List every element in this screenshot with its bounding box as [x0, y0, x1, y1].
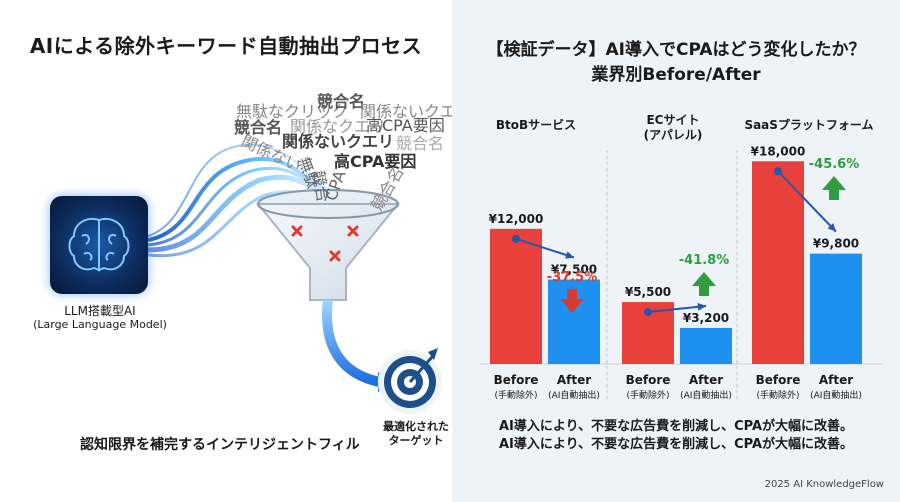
- x-sublabel-after: (AI自動抽出): [680, 389, 732, 401]
- x-label-after: After: [557, 373, 591, 387]
- x-sublabel-after: (AI自動抽出): [548, 389, 600, 401]
- summary-line1: AI導入により、不要な広告費を削減し、CPAが大幅に改善。: [498, 419, 854, 434]
- change-percent-label: -45.6%: [809, 157, 860, 172]
- ai-label: LLM搭載型AI (Large Language Model): [20, 304, 180, 332]
- cpa-chart: ¥12,000 ¥7,500-37.5% Before (手動除外) After (AI自…: [480, 144, 882, 401]
- keyword: 関係ないクエリ: [282, 132, 395, 151]
- before-bar: [752, 161, 804, 364]
- x-label-before: Before: [756, 373, 801, 387]
- change-arrow-icon: [567, 288, 577, 299]
- ai-label-line2: (Large Language Model): [33, 318, 167, 331]
- process-panel: AIによる除外キーワード自動抽出プロセス: [20, 34, 473, 453]
- target-label-line2: ターゲット: [388, 434, 444, 447]
- trend-arrow-start: [644, 308, 652, 317]
- after-value-label: ¥3,200: [683, 311, 729, 325]
- x-label-before: Before: [626, 373, 671, 387]
- trend-arrow-start: [774, 167, 782, 176]
- trend-arrowhead: [697, 302, 706, 311]
- change-arrow-icon: [822, 176, 846, 190]
- results-panel: 【検証データ】AI導入でCPAはどう変化したか？ 業界別Before/After…: [452, 0, 900, 502]
- category-label: ECサイト (アパレル): [608, 113, 738, 143]
- chart-title-line2: 業界別Before/After: [591, 65, 761, 85]
- category-label-line1: ECサイト: [646, 113, 700, 127]
- keyword: 関係なクエリ: [290, 117, 387, 136]
- change-arrow-icon: [829, 190, 839, 200]
- before-value-label: ¥5,500: [625, 285, 671, 299]
- x-sublabel-before: (手動除外): [756, 389, 799, 401]
- category-label-line2: (アパレル): [643, 128, 703, 142]
- summary-line2: AI導入により、不要な広告費を削減し、CPAが大幅に改善。: [498, 437, 854, 452]
- rejected-marks: [291, 225, 359, 262]
- keyword: 無駄なクリック: [236, 102, 349, 121]
- x-sublabel-after: (AI自動抽出): [810, 389, 862, 401]
- footer-credit: 2025 AI KnowledgeFlow: [764, 479, 884, 490]
- keyword: 競合名: [396, 134, 445, 153]
- before-bar: [490, 228, 542, 364]
- x-label-after: After: [689, 373, 723, 387]
- trend-arrow: [515, 237, 575, 259]
- keyword: 高CPA要因: [366, 116, 445, 135]
- target-label-line1: 最適化された: [383, 420, 449, 433]
- process-illustration: [147, 143, 442, 414]
- data-streams: [147, 143, 332, 258]
- x-label-after: After: [819, 373, 853, 387]
- change-arrow-icon: [560, 298, 584, 313]
- category-label: BtoBサービス: [476, 118, 596, 133]
- after-value-label: ¥7,500: [551, 263, 597, 277]
- category-label: SaaSプラットフォーム: [734, 118, 884, 133]
- after-bar: [810, 253, 862, 364]
- trend-arrow: [647, 304, 707, 314]
- change-arrow-icon: [699, 286, 709, 296]
- trend-arrowhead: [827, 223, 836, 232]
- process-caption: 認知限界を補完するインテリジェントフィル: [80, 437, 360, 453]
- chart-title-line1: 【検証データ】AI導入でCPAはどう変化したか？: [486, 40, 866, 60]
- chart-title: 【検証データ】AI導入でCPAはどう変化したか？ 業界別Before/After: [452, 38, 900, 88]
- x-sublabel-before: (手動除外): [494, 389, 537, 401]
- keyword: 高CPA要因: [334, 152, 417, 171]
- keyword: 競合名: [317, 92, 366, 111]
- category-label-line1: BtoBサービス: [495, 118, 577, 132]
- after-bar: [680, 327, 732, 364]
- trend-arrowhead: [565, 251, 574, 259]
- trend-arrow: [777, 170, 837, 233]
- process-title: AIによる除外キーワード自動抽出プロセス: [29, 34, 423, 58]
- keyword: 競合名: [234, 118, 283, 137]
- target-label: 最適化された ターゲット: [376, 420, 456, 448]
- category-label-line1: SaaSプラットフォーム: [744, 118, 874, 132]
- x-sublabel-before: (手動除外): [626, 389, 669, 401]
- output-stream: [322, 299, 382, 387]
- ai-label-line1: LLM搭載型AI: [64, 304, 136, 318]
- change-percent-label: -41.8%: [679, 253, 730, 268]
- change-percent-label: -37.5%: [547, 270, 598, 285]
- brain-icon: [50, 196, 148, 294]
- x-label-before: Before: [494, 373, 539, 387]
- summary: AI導入により、不要な広告費を削減し、CPAが大幅に改善。 AI導入により、不要…: [452, 418, 900, 454]
- before-value-label: ¥18,000: [751, 144, 806, 158]
- before-value-label: ¥12,000: [489, 212, 544, 226]
- trend-arrow-start: [512, 234, 520, 243]
- change-arrow-icon: [692, 272, 716, 286]
- keyword: 関係ないクエリ: [360, 102, 473, 121]
- target-icon: [378, 348, 442, 414]
- after-value-label: ¥9,800: [813, 237, 859, 251]
